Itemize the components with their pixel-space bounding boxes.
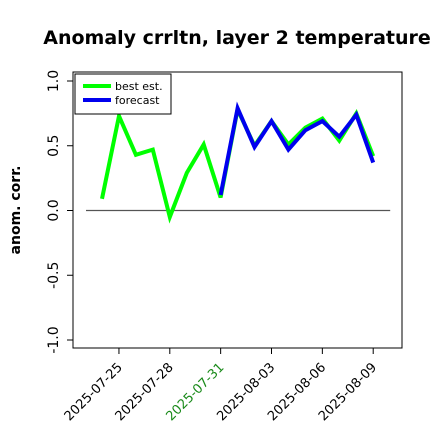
plot-area: -1.0-0.50.00.51.02025-07-252025-07-28202… (46, 70, 403, 424)
y-tick-label: -0.5 (46, 262, 62, 289)
y-tick-label: 0.5 (46, 135, 62, 157)
chart-title: Anomaly crrltn, layer 2 temperature (43, 27, 431, 49)
y-axis-label: anom. corr. (8, 166, 24, 255)
legend-label: best est. (115, 80, 163, 93)
series-line-best-est (100, 103, 376, 224)
y-tick-label: -1.0 (46, 326, 62, 353)
y-tick-label: 0.0 (46, 199, 62, 221)
series-line-forecast (218, 101, 376, 196)
legend-box (74, 73, 172, 115)
legend: best est.forecast (74, 73, 172, 115)
legend-label: forecast (115, 94, 160, 107)
y-tick-label: 1.0 (46, 70, 62, 92)
